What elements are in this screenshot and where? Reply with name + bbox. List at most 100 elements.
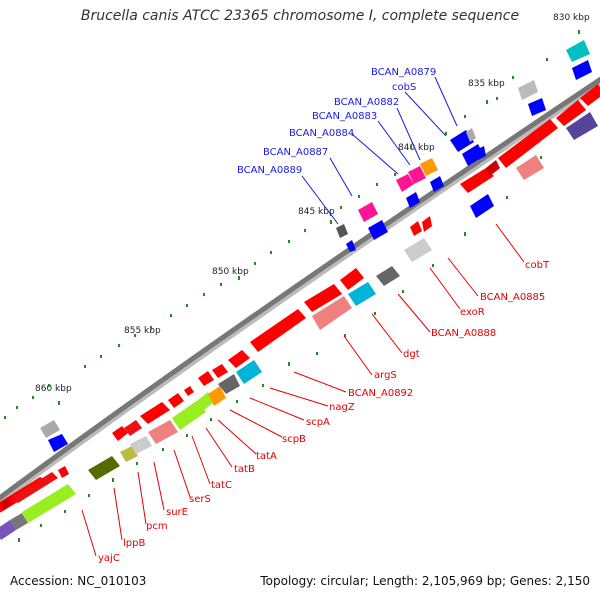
label-bcan-a0892: BCAN_A0892 xyxy=(348,388,413,399)
kbp-835: 835 kbp xyxy=(468,79,505,89)
label-yajc: yajC xyxy=(98,553,120,564)
gene-block xyxy=(236,360,262,384)
gene-block xyxy=(198,371,214,386)
gene-block xyxy=(130,436,152,454)
gene-block xyxy=(218,374,240,394)
gene-block xyxy=(580,84,600,106)
gene-block xyxy=(340,268,364,290)
label-nagz: nagZ xyxy=(329,402,355,413)
label-bcan-a0888: BCAN_A0888 xyxy=(431,328,496,339)
forward-genes xyxy=(0,84,600,513)
gene-block xyxy=(476,146,486,160)
gene-block xyxy=(48,434,68,452)
outer-genes xyxy=(40,40,592,452)
label-bcan-a0885: BCAN_A0885 xyxy=(480,292,545,303)
gene-block xyxy=(420,158,438,176)
kbp-830: 830 kbp xyxy=(553,13,590,23)
label-bcan-a0884: BCAN_A0884 xyxy=(289,128,354,139)
scale-ticks xyxy=(4,30,580,542)
gene-block xyxy=(304,284,342,312)
gene-block xyxy=(12,472,58,503)
gene-block xyxy=(312,296,352,330)
bottom-leaders xyxy=(81,223,525,557)
label-bcan-a0882: BCAN_A0882 xyxy=(334,97,399,108)
gene-block xyxy=(0,520,16,540)
label-lppb: lppB xyxy=(123,538,145,549)
gene-block xyxy=(10,513,28,530)
kbp-840: 840 kbp xyxy=(398,143,435,153)
label-tatb: tatB xyxy=(234,464,255,475)
label-scpa: scpA xyxy=(306,417,330,428)
map-title: Brucella canis ATCC 23365 chromosome I, … xyxy=(80,8,520,24)
gene-block xyxy=(112,426,128,441)
gene-block xyxy=(528,98,546,116)
gene-block xyxy=(348,282,376,306)
label-exor: exoR xyxy=(460,307,485,318)
gene-block xyxy=(124,420,142,436)
gene-block xyxy=(518,80,538,100)
label-tata: tatA xyxy=(256,451,277,462)
gene-block xyxy=(184,386,194,396)
gene-block xyxy=(40,420,60,438)
label-bcan-a0883: BCAN_A0883 xyxy=(312,111,377,122)
gene-block xyxy=(486,160,500,176)
gene-block xyxy=(88,456,120,480)
gene-block xyxy=(140,402,170,424)
kbp-860: 860 kbp xyxy=(35,384,72,394)
gene-block xyxy=(376,266,400,286)
gene-block xyxy=(422,216,432,232)
gene-block xyxy=(358,202,378,222)
gene-block xyxy=(172,400,206,430)
gene-block xyxy=(0,498,12,510)
gene-block xyxy=(168,393,184,408)
label-scpb: scpB xyxy=(282,434,306,445)
gene-block xyxy=(516,155,544,180)
gene-block xyxy=(148,420,178,444)
label-sers: serS xyxy=(189,494,211,505)
label-pcm: pcm xyxy=(146,521,168,532)
gene-block xyxy=(250,309,306,352)
label-dgt: dgt xyxy=(403,349,420,360)
gene-block xyxy=(406,192,420,208)
gene-block xyxy=(212,364,228,378)
gene-block xyxy=(346,240,356,252)
summary-text: Topology: circular; Length: 2,105,969 bp… xyxy=(260,574,590,588)
label-bcan-a0879: BCAN_A0879 xyxy=(371,67,436,78)
gene-block xyxy=(404,238,432,262)
top-leaders xyxy=(301,76,458,225)
kbp-855: 855 kbp xyxy=(124,326,161,336)
gene-block xyxy=(470,194,494,218)
gene-block xyxy=(22,484,76,523)
backbone xyxy=(0,76,600,501)
gene-block xyxy=(396,174,414,192)
gene-block xyxy=(368,220,388,240)
gene-block xyxy=(466,128,476,142)
gene-block xyxy=(208,386,226,406)
label-tatc: tatC xyxy=(211,480,232,491)
gene-block xyxy=(566,112,598,140)
kbp-850: 850 kbp xyxy=(212,267,249,277)
gene-block xyxy=(408,166,426,184)
gene-block xyxy=(498,119,558,168)
kbp-845: 845 kbp xyxy=(298,207,335,217)
gene-block xyxy=(58,466,69,478)
gene-block xyxy=(336,224,348,238)
gene-block xyxy=(430,176,444,192)
gene-block xyxy=(410,221,422,236)
gene-block xyxy=(120,446,138,462)
accession-text: Accession: NC_010103 xyxy=(10,574,147,588)
label-cobt: cobT xyxy=(525,260,550,271)
gene-block xyxy=(460,168,494,193)
gene-block xyxy=(556,100,586,126)
gene-block xyxy=(566,40,590,62)
label-bcan-a0887: BCAN_A0887 xyxy=(263,147,328,158)
reverse-genes xyxy=(0,112,598,540)
gene-block xyxy=(572,60,592,80)
label-args: argS xyxy=(374,370,397,381)
label-bcan-a0889: BCAN_A0889 xyxy=(237,165,302,176)
gene-block xyxy=(228,350,250,368)
label-sure: surE xyxy=(166,507,188,518)
label-cobs: cobS xyxy=(392,82,416,93)
